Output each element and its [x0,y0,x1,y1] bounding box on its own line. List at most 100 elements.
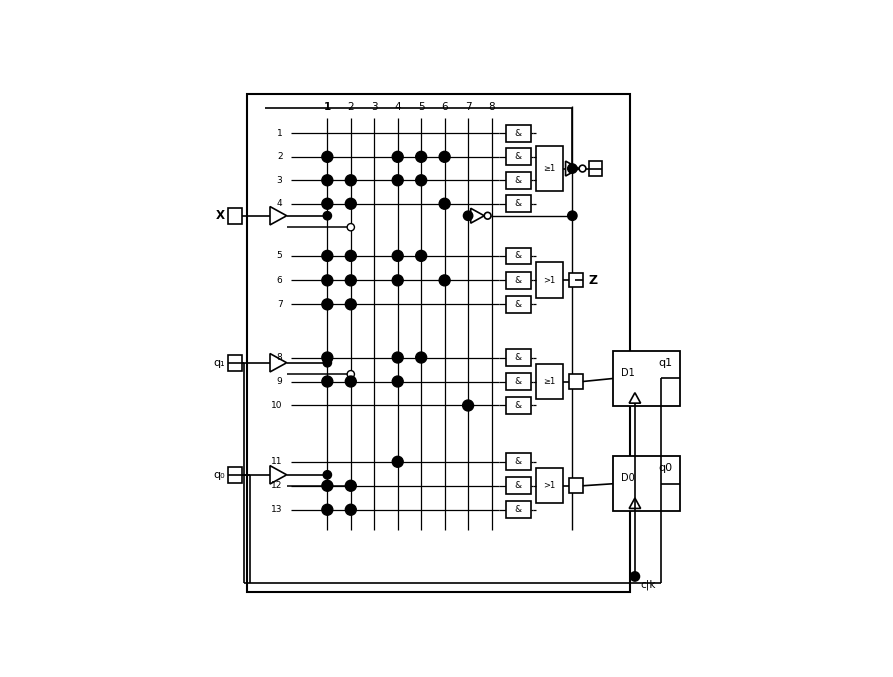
FancyBboxPatch shape [589,161,602,176]
Circle shape [321,504,333,515]
Text: >1: >1 [543,276,555,284]
Circle shape [323,211,331,220]
Circle shape [439,275,450,286]
Text: 6: 6 [277,276,282,285]
Circle shape [321,152,333,162]
Text: &: & [514,481,522,490]
Circle shape [392,175,403,185]
Text: ≥1: ≥1 [543,164,555,173]
Text: 12: 12 [271,481,282,490]
FancyBboxPatch shape [229,208,242,223]
FancyBboxPatch shape [505,172,530,189]
Circle shape [346,480,356,492]
Text: &: & [514,199,522,209]
Text: 2: 2 [277,152,282,161]
FancyBboxPatch shape [505,397,530,414]
Text: q₁: q₁ [213,357,225,368]
Text: 1: 1 [277,129,282,138]
FancyBboxPatch shape [536,468,563,504]
FancyBboxPatch shape [613,351,680,406]
FancyBboxPatch shape [505,373,530,390]
Text: >1: >1 [543,481,555,490]
Text: 8: 8 [488,102,495,112]
FancyBboxPatch shape [505,272,530,288]
Text: &: & [514,176,522,185]
Text: &: & [514,276,522,285]
FancyBboxPatch shape [229,355,242,370]
Text: &: & [514,377,522,386]
Circle shape [392,352,403,363]
Text: 5: 5 [277,251,282,261]
FancyBboxPatch shape [505,148,530,165]
Text: 6: 6 [441,102,448,112]
Circle shape [346,299,356,310]
Circle shape [323,359,331,367]
Circle shape [630,572,639,581]
Text: 10: 10 [271,401,282,410]
Text: 7: 7 [464,102,472,112]
Circle shape [463,400,473,411]
Text: 8: 8 [277,353,282,362]
FancyBboxPatch shape [569,273,583,288]
Circle shape [568,211,577,221]
Text: ≥1: ≥1 [543,377,555,386]
Text: c|k: c|k [640,579,655,590]
Text: D0: D0 [621,473,635,483]
Circle shape [392,275,403,286]
Circle shape [392,376,403,387]
FancyBboxPatch shape [613,456,680,511]
Circle shape [321,480,333,492]
FancyBboxPatch shape [505,196,530,212]
Text: 1: 1 [324,102,331,112]
Text: &: & [514,353,522,362]
Circle shape [347,370,355,378]
Text: 7: 7 [277,300,282,309]
Circle shape [392,152,403,162]
Text: q1: q1 [658,358,672,368]
Text: 3: 3 [371,102,378,112]
Text: Z: Z [588,274,597,286]
Circle shape [392,250,403,261]
Text: &: & [514,457,522,466]
Text: 4: 4 [395,102,401,112]
Circle shape [321,250,333,261]
Circle shape [439,152,450,162]
Text: &: & [514,401,522,410]
Text: D1: D1 [621,368,635,378]
Text: X: X [215,209,224,222]
FancyBboxPatch shape [536,364,563,399]
Text: q₀: q₀ [213,470,225,480]
Circle shape [484,213,491,219]
Circle shape [346,198,356,209]
Text: 2: 2 [347,102,355,112]
Circle shape [568,164,577,173]
FancyBboxPatch shape [505,502,530,518]
Circle shape [321,376,333,387]
Text: &: & [514,300,522,309]
Circle shape [416,250,427,261]
Circle shape [321,299,333,310]
Circle shape [347,223,355,231]
Circle shape [346,376,356,387]
Circle shape [416,175,427,185]
Text: 9: 9 [277,377,282,386]
Text: 4: 4 [277,199,282,209]
Circle shape [347,483,355,490]
Text: &: & [514,129,522,138]
Circle shape [346,275,356,286]
Text: 3: 3 [277,176,282,185]
Circle shape [323,471,331,479]
Text: &: & [514,251,522,261]
Circle shape [346,250,356,261]
FancyBboxPatch shape [505,248,530,264]
Circle shape [580,165,586,172]
FancyBboxPatch shape [536,146,563,192]
FancyBboxPatch shape [505,296,530,313]
Circle shape [392,456,403,467]
Circle shape [321,175,333,185]
FancyBboxPatch shape [614,353,655,403]
Circle shape [346,504,356,515]
FancyBboxPatch shape [505,349,530,366]
Circle shape [463,211,472,221]
Text: 5: 5 [418,102,424,112]
